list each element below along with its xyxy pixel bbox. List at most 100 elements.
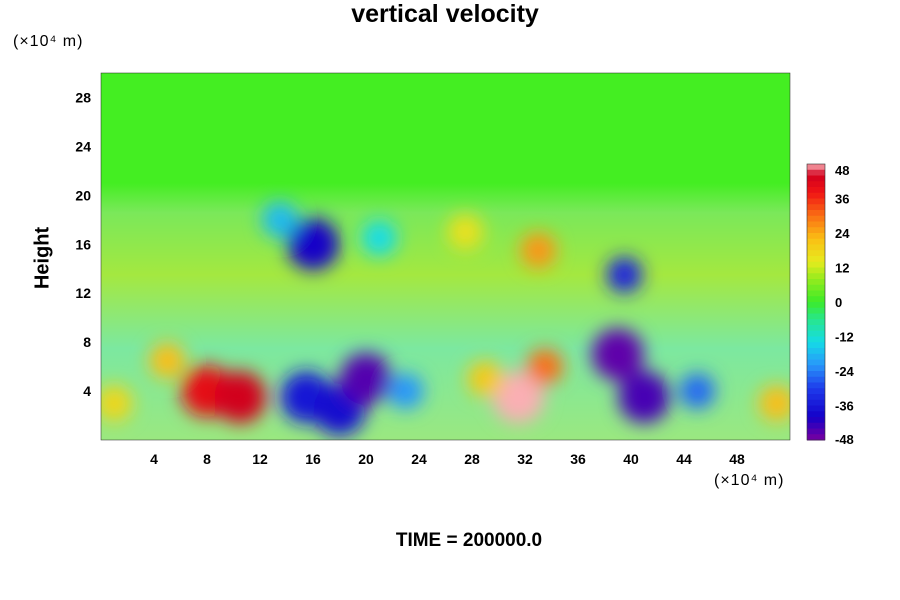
x-tick-label: 12 — [252, 451, 268, 467]
colorbar-segment — [807, 290, 825, 297]
time-label: TIME = 200000.0 — [395, 530, 543, 551]
colorbar-tick-label: 0 — [835, 295, 842, 310]
x-tick-label: 16 — [305, 451, 321, 467]
y-tick-label: 4 — [83, 383, 91, 399]
colorbar-segment — [807, 388, 825, 395]
colorbar-segment — [807, 307, 825, 314]
x-tick-label: 36 — [570, 451, 586, 467]
colorbar-segment — [807, 261, 825, 268]
x-tick-label: 4 — [150, 451, 158, 467]
colorbar-segment — [807, 353, 825, 360]
y-tick-label: 24 — [75, 138, 91, 154]
x-tick-label: 28 — [464, 451, 480, 467]
colorbar-segment — [807, 221, 825, 228]
colorbar-segment — [807, 198, 825, 205]
heatmap-cell — [758, 385, 790, 422]
colorbar-segment — [807, 330, 825, 337]
colorbar-segment — [807, 399, 825, 406]
colorbar-segment — [807, 187, 825, 194]
y-tick-label: 16 — [75, 236, 91, 252]
colorbar-tick-label: 48 — [835, 163, 849, 178]
x-tick-label: 24 — [411, 451, 427, 467]
colorbar-segment — [807, 313, 825, 320]
heatmap-cell — [520, 232, 557, 269]
heatmap-cell — [261, 201, 298, 238]
colorbar-segment — [807, 250, 825, 257]
colorbar-segment — [807, 319, 825, 326]
colorbar-segment — [807, 244, 825, 251]
x-tick-label: 48 — [729, 451, 745, 467]
heatmap-cell — [361, 220, 398, 257]
colorbar-frame — [806, 163, 826, 441]
colorbar-segment — [807, 342, 825, 349]
colorbar-segment — [807, 164, 825, 171]
colorbar-segment — [807, 296, 825, 303]
y-tick-label: 28 — [75, 89, 91, 105]
colorbar-segment — [807, 428, 825, 435]
x-tick-label: 40 — [623, 451, 639, 467]
colorbar-tick-label: -36 — [835, 399, 854, 414]
colorbar-segment — [807, 284, 825, 291]
chart-title: vertical velocity — [351, 0, 539, 28]
y-tick-label: 20 — [75, 187, 91, 203]
colorbar-segment — [807, 215, 825, 222]
heatmap-cell — [618, 371, 671, 424]
x-tick-label: 20 — [358, 451, 374, 467]
colorbar-segment — [807, 348, 825, 355]
heatmap-cell — [340, 352, 392, 405]
colorbar-segment — [807, 256, 825, 263]
heatmap-cell — [387, 373, 424, 410]
colorbar-segment — [807, 273, 825, 280]
colorbar-segment — [807, 169, 825, 176]
colorbar-segment — [807, 422, 825, 429]
x-axis-unit: (×10⁴ m) — [714, 472, 785, 489]
colorbar-segment — [807, 227, 825, 234]
colorbar-tick-label: 36 — [835, 192, 849, 207]
colorbar-tick-label: -24 — [835, 364, 855, 379]
heatmap-cell — [492, 371, 545, 424]
colorbar-segment — [807, 210, 825, 217]
colorbar-segment — [807, 376, 825, 383]
colorbar-segment — [807, 405, 825, 412]
y-axis-unit: (×10⁴ m) — [13, 33, 84, 50]
colorbar-segment — [807, 382, 825, 389]
heatmap-cell — [679, 373, 716, 410]
colorbar-tick-label: 24 — [835, 226, 850, 241]
heatmap-cell — [467, 360, 504, 397]
colorbar-segment — [807, 417, 825, 424]
colorbar-segment — [807, 325, 825, 332]
plot-frame — [100, 72, 791, 441]
heatmap-cell — [149, 342, 186, 379]
colorbar-segment — [807, 238, 825, 245]
colorbar-segment — [807, 394, 825, 401]
colorbar-segment — [807, 434, 825, 441]
colorbar-segment — [807, 181, 825, 188]
x-tick-label: 32 — [517, 451, 533, 467]
colorbar-segment — [807, 175, 825, 182]
colorbar-tick-label: 12 — [835, 261, 849, 276]
colorbar-segment — [807, 411, 825, 418]
colorbar-segment — [807, 233, 825, 240]
colorbar-tick-label: -12 — [835, 330, 854, 345]
heatmap-cell — [214, 371, 267, 424]
colorbar-tick-label: -48 — [835, 432, 854, 447]
colorbar-segment — [807, 267, 825, 274]
colorbar-segment — [807, 279, 825, 286]
colorbar-segment — [807, 192, 825, 199]
colorbar-segment — [807, 359, 825, 366]
colorbar-segment — [807, 365, 825, 372]
heatmap-cell — [447, 214, 484, 251]
colorbar-segment — [807, 371, 825, 378]
colorbar-segment — [807, 302, 825, 309]
heatmap-cell — [606, 256, 643, 293]
x-tick-label: 8 — [203, 451, 211, 467]
heatmap-cell — [287, 218, 339, 271]
y-tick-label: 8 — [83, 334, 91, 350]
heatmap-cell — [591, 328, 644, 381]
x-tick-label: 44 — [676, 451, 692, 467]
colorbar-segment — [807, 204, 825, 211]
heatmap-cell — [526, 348, 563, 385]
heatmap-cell — [101, 385, 133, 422]
y-tick-label: 12 — [75, 285, 91, 301]
